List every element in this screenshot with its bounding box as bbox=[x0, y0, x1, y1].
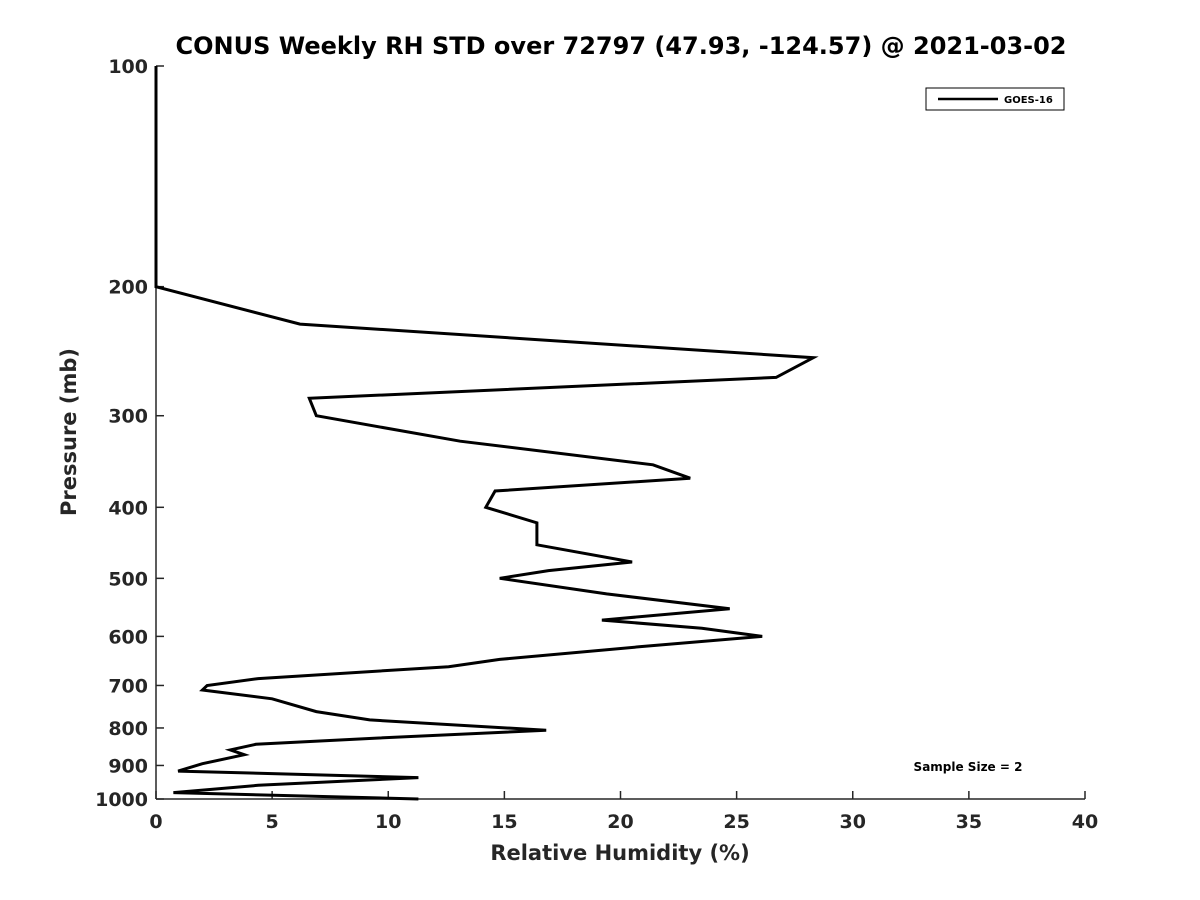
x-tick-label: 30 bbox=[840, 811, 866, 833]
legend-entry-goes-16: GOES-16 bbox=[1004, 95, 1053, 106]
x-tick-label: 25 bbox=[723, 811, 749, 833]
y-ticks: 100 200 300 400 500 600 700 800 900 1000 bbox=[95, 56, 164, 811]
chart-title: CONUS Weekly RH STD over 72797 (47.93, -… bbox=[175, 32, 1066, 60]
y-axis-label: Pressure (mb) bbox=[57, 348, 81, 516]
series-line-goes-16 bbox=[154, 66, 819, 801]
x-tick-label: 15 bbox=[491, 811, 517, 833]
y-tick-label: 500 bbox=[108, 568, 148, 590]
x-tick-label: 40 bbox=[1072, 811, 1098, 833]
x-tick-label: 20 bbox=[607, 811, 633, 833]
x-tick-label: 35 bbox=[956, 811, 982, 833]
x-ticks: 0 5 10 15 20 25 30 35 40 bbox=[149, 791, 1098, 833]
x-tick-label: 10 bbox=[375, 811, 401, 833]
x-axis-label: Relative Humidity (%) bbox=[490, 841, 749, 865]
x-tick-label: 0 bbox=[149, 811, 162, 833]
y-tick-label: 400 bbox=[108, 497, 148, 519]
x-tick-label: 5 bbox=[266, 811, 279, 833]
y-tick-label: 600 bbox=[108, 626, 148, 648]
legend: GOES-16 bbox=[925, 87, 1065, 111]
y-tick-label: 200 bbox=[108, 277, 148, 299]
y-tick-label: 800 bbox=[108, 718, 148, 740]
y-tick-label: 1000 bbox=[95, 789, 148, 811]
sample-size-annotation: Sample Size = 2 bbox=[914, 760, 1023, 774]
series-layer bbox=[154, 66, 819, 801]
y-tick-label: 300 bbox=[108, 406, 148, 428]
y-tick-label: 700 bbox=[108, 675, 148, 697]
y-tick-label: 900 bbox=[108, 755, 148, 777]
y-tick-label: 100 bbox=[108, 56, 148, 78]
